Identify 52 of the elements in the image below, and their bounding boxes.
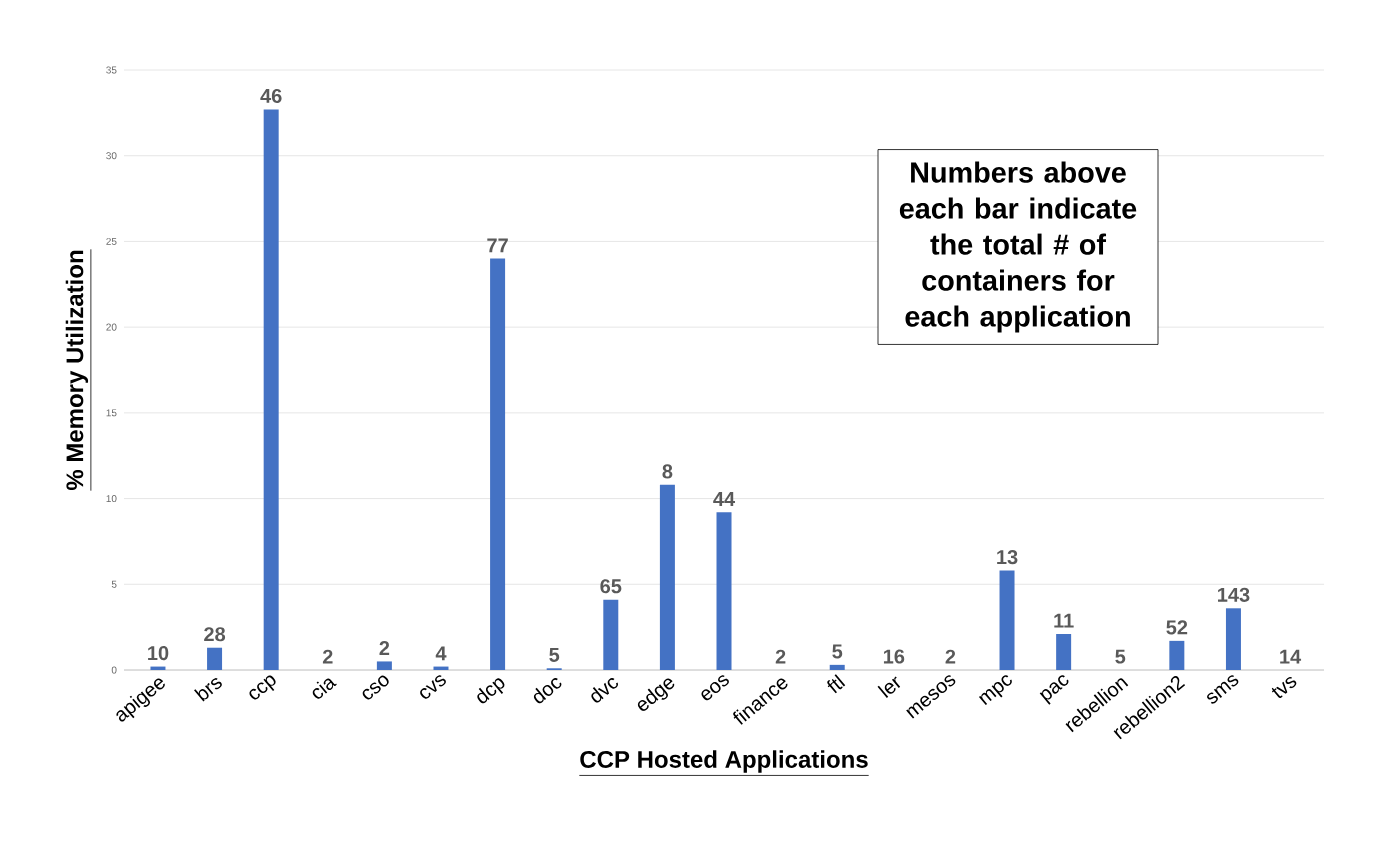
x-tick-label: sms — [1207, 675, 1239, 704]
bar — [603, 599, 619, 670]
x-tick-label: cso — [362, 675, 389, 700]
bar — [1056, 634, 1072, 670]
x-tick-label: doc — [533, 678, 562, 704]
annotation: 77 — [487, 238, 508, 253]
bar — [659, 484, 675, 670]
annotation: 2 — [775, 649, 786, 664]
x-tick-label: ler — [877, 676, 901, 698]
bar — [1169, 640, 1185, 670]
annotation: 16 — [883, 649, 905, 664]
bar — [376, 661, 392, 670]
x-tick-label: cia — [312, 678, 337, 699]
annotation: 2 — [945, 649, 956, 664]
x-tick-label: brs — [194, 678, 222, 702]
y-axis-title: % Memory Utilization — [65, 250, 89, 491]
x-tick-label: ftl — [827, 674, 846, 694]
annotation: 44 — [713, 492, 736, 506]
annotation: 2 — [322, 649, 333, 664]
x-tick-label: edge — [637, 678, 675, 711]
annotation: 5 — [832, 644, 843, 659]
bar — [999, 570, 1015, 670]
annotation: Numbers above each bar indicate the total # of containers for each application — [899, 161, 1137, 333]
bar — [829, 664, 845, 670]
x-tick-label: tvs — [1271, 676, 1297, 699]
annotation: 65 — [600, 579, 622, 594]
annotation: 52 — [1166, 620, 1188, 635]
bar — [490, 258, 506, 670]
annotation: 4 — [435, 646, 447, 661]
bar — [1225, 608, 1241, 670]
bar — [207, 647, 223, 670]
x-tick-label: eos — [701, 675, 729, 701]
x-tick-label: ccp — [249, 675, 276, 700]
x-tick-label: mpc — [978, 675, 1012, 706]
bar — [263, 109, 279, 670]
annotation: 28 — [204, 627, 226, 642]
bar — [716, 512, 732, 670]
x-tick-label: dcp — [477, 678, 505, 704]
annotation: 5 — [1115, 649, 1126, 664]
annotation: 143 — [1218, 587, 1250, 602]
x-tick-label: dvc — [591, 678, 619, 703]
x-tick-label: pac — [1039, 675, 1069, 705]
annotation: 10 — [148, 646, 169, 661]
annotation: 13 — [997, 549, 1018, 565]
annotation: 46 — [260, 88, 282, 104]
annotation: 11 — [1054, 613, 1074, 628]
annotation: 5 — [549, 647, 560, 662]
x-axis-title: CCP Hosted Applications — [580, 750, 868, 773]
x-tick-label: cvs — [420, 675, 446, 699]
annotation: 14 — [1280, 649, 1302, 664]
annotation: 8 — [662, 464, 673, 479]
annotation: 2 — [379, 641, 390, 656]
